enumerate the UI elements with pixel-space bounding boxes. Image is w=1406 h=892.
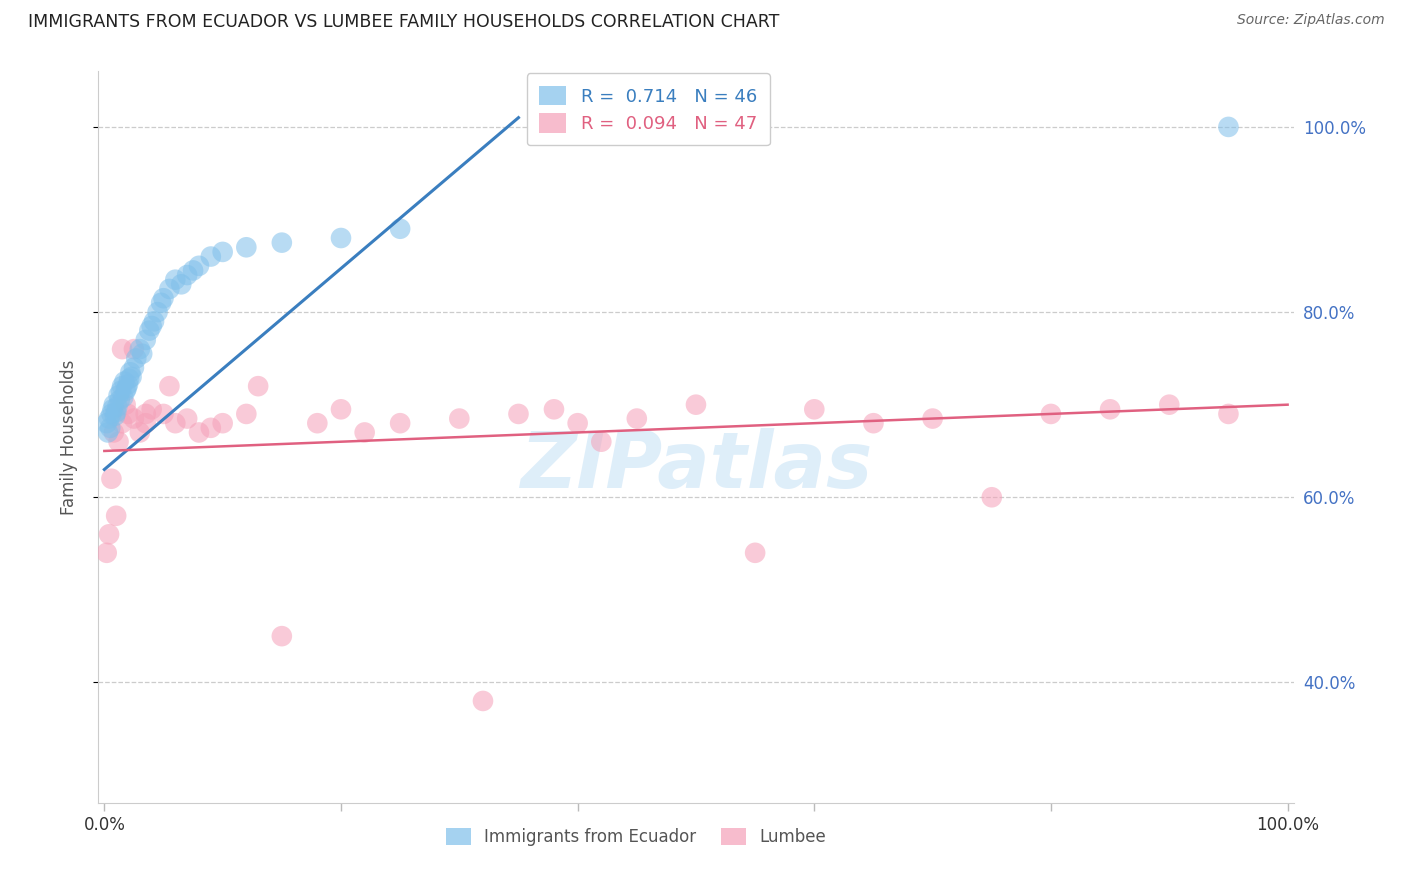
- Point: [170, 277, 193, 292]
- Point: [200, 421, 222, 435]
- Point: [103, 425, 125, 440]
- Point: [117, 377, 139, 392]
- Point: [389, 416, 412, 430]
- Point: [135, 407, 157, 421]
- Point: [108, 392, 131, 407]
- Point: [353, 425, 375, 440]
- Point: [105, 508, 128, 523]
- Point: [270, 629, 292, 643]
- Point: [114, 384, 136, 398]
- Text: ZIPatlas: ZIPatlas: [520, 428, 872, 504]
- Point: [117, 407, 139, 421]
- Point: [141, 318, 163, 333]
- Point: [111, 379, 134, 393]
- Point: [165, 273, 187, 287]
- Point: [104, 409, 127, 423]
- Point: [389, 221, 412, 235]
- Point: [96, 546, 118, 560]
- Point: [125, 351, 148, 366]
- Point: [138, 324, 160, 338]
- Point: [100, 472, 122, 486]
- Point: [508, 407, 530, 421]
- Point: [135, 416, 157, 430]
- Point: [122, 342, 145, 356]
- Point: [211, 416, 233, 430]
- Point: [107, 434, 129, 449]
- Point: [1218, 120, 1240, 134]
- Point: [803, 402, 825, 417]
- Point: [121, 370, 143, 384]
- Point: [176, 411, 198, 425]
- Point: [472, 694, 495, 708]
- Point: [96, 416, 118, 430]
- Legend: Immigrants from Ecuador, Lumbee: Immigrants from Ecuador, Lumbee: [439, 822, 834, 853]
- Point: [115, 381, 138, 395]
- Point: [107, 388, 129, 402]
- Point: [188, 259, 211, 273]
- Point: [200, 250, 222, 264]
- Point: [122, 411, 145, 425]
- Point: [111, 342, 134, 356]
- Point: [100, 407, 122, 421]
- Text: Source: ZipAtlas.com: Source: ZipAtlas.com: [1237, 13, 1385, 28]
- Point: [141, 402, 163, 417]
- Point: [105, 400, 128, 414]
- Point: [157, 379, 180, 393]
- Point: [1159, 398, 1181, 412]
- Point: [98, 527, 121, 541]
- Point: [980, 490, 1002, 504]
- Point: [146, 305, 169, 319]
- Point: [211, 244, 233, 259]
- Point: [131, 347, 153, 361]
- Point: [1099, 402, 1122, 417]
- Point: [247, 379, 270, 393]
- Point: [188, 425, 211, 440]
- Point: [235, 240, 257, 254]
- Point: [449, 411, 471, 425]
- Point: [122, 360, 145, 375]
- Point: [128, 342, 150, 356]
- Point: [98, 411, 121, 425]
- Point: [626, 411, 648, 425]
- Point: [744, 546, 766, 560]
- Point: [1218, 407, 1240, 421]
- Point: [114, 375, 136, 389]
- Point: [591, 434, 613, 449]
- Point: [181, 263, 204, 277]
- Point: [128, 425, 150, 440]
- Point: [165, 416, 187, 430]
- Point: [101, 402, 124, 417]
- Point: [114, 398, 136, 412]
- Point: [1039, 407, 1062, 421]
- Point: [110, 384, 132, 398]
- Point: [111, 416, 134, 430]
- Point: [118, 372, 141, 386]
- Point: [330, 402, 353, 417]
- Point: [862, 416, 884, 430]
- Y-axis label: Family Households: Family Households: [59, 359, 77, 515]
- Point: [330, 231, 353, 245]
- Point: [143, 314, 166, 328]
- Point: [270, 235, 292, 250]
- Point: [120, 365, 142, 379]
- Point: [543, 402, 565, 417]
- Point: [135, 333, 157, 347]
- Point: [103, 398, 125, 412]
- Point: [157, 282, 180, 296]
- Point: [105, 405, 128, 419]
- Point: [97, 425, 120, 440]
- Text: IMMIGRANTS FROM ECUADOR VS LUMBEE FAMILY HOUSEHOLDS CORRELATION CHART: IMMIGRANTS FROM ECUADOR VS LUMBEE FAMILY…: [28, 13, 779, 31]
- Point: [98, 421, 121, 435]
- Point: [567, 416, 589, 430]
- Point: [152, 407, 174, 421]
- Point: [921, 411, 943, 425]
- Point: [152, 291, 174, 305]
- Point: [176, 268, 198, 282]
- Point: [150, 295, 173, 310]
- Point: [685, 398, 707, 412]
- Point: [307, 416, 329, 430]
- Point: [112, 390, 135, 404]
- Point: [235, 407, 257, 421]
